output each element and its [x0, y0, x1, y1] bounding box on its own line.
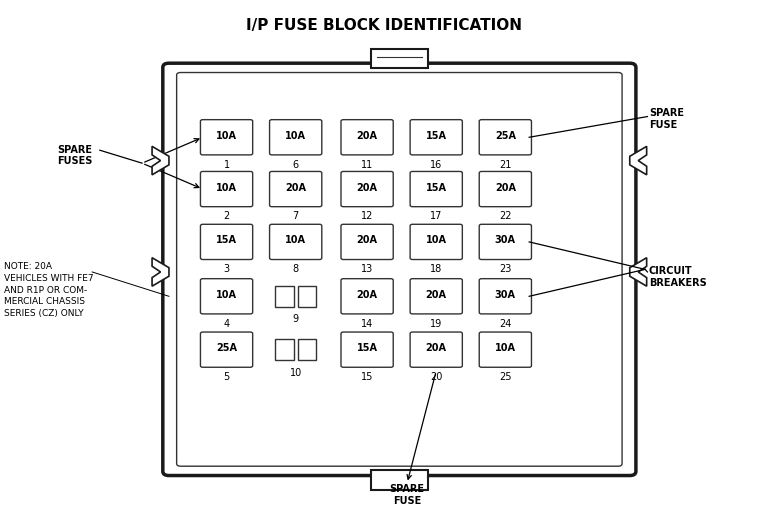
Text: 10A: 10A [285, 235, 306, 246]
Text: 10A: 10A [216, 131, 237, 141]
Text: 10: 10 [290, 368, 302, 378]
Text: 17: 17 [430, 211, 442, 221]
Text: 14: 14 [361, 319, 373, 328]
Text: 10A: 10A [216, 182, 237, 193]
Text: 25A: 25A [495, 131, 516, 141]
FancyBboxPatch shape [410, 224, 462, 260]
FancyBboxPatch shape [479, 171, 531, 207]
FancyBboxPatch shape [200, 279, 253, 314]
Bar [298, 339, 316, 360]
Text: 13: 13 [361, 264, 373, 274]
Text: 24: 24 [499, 319, 511, 328]
Bar [371, 49, 429, 68]
FancyBboxPatch shape [341, 279, 393, 314]
FancyBboxPatch shape [177, 73, 622, 466]
FancyBboxPatch shape [200, 332, 253, 367]
Text: 16: 16 [430, 160, 442, 169]
Text: 30A: 30A [495, 235, 516, 246]
Bar [275, 339, 293, 360]
FancyBboxPatch shape [270, 224, 322, 260]
Text: 15A: 15A [425, 182, 447, 193]
Text: 20A: 20A [495, 182, 516, 193]
Text: 15: 15 [361, 372, 373, 382]
Text: 8: 8 [293, 264, 299, 274]
FancyBboxPatch shape [163, 63, 636, 476]
Text: 20A: 20A [425, 343, 447, 353]
Text: 7: 7 [293, 211, 299, 221]
FancyBboxPatch shape [410, 171, 462, 207]
Text: 20A: 20A [356, 235, 378, 246]
Bar [298, 286, 316, 307]
Text: SPARE
FUSE: SPARE FUSE [389, 484, 425, 506]
Polygon shape [630, 258, 647, 286]
Text: 20A: 20A [356, 290, 378, 300]
FancyBboxPatch shape [200, 224, 253, 260]
Text: SPARE
FUSE: SPARE FUSE [649, 108, 684, 130]
Text: 6: 6 [293, 160, 299, 169]
Text: NOTE: 20A
VEHICLES WITH FE7
AND R1P OR COM-
MERCIAL CHASSIS
SERIES (CZ) ONLY: NOTE: 20A VEHICLES WITH FE7 AND R1P OR C… [4, 262, 94, 318]
Text: 11: 11 [361, 160, 373, 169]
Text: 22: 22 [499, 211, 511, 221]
Text: 9: 9 [293, 314, 299, 324]
Text: 15A: 15A [425, 131, 447, 141]
FancyBboxPatch shape [341, 171, 393, 207]
FancyBboxPatch shape [410, 332, 462, 367]
Text: 4: 4 [223, 319, 230, 328]
FancyBboxPatch shape [341, 332, 393, 367]
Text: 20: 20 [430, 372, 442, 382]
Text: 5: 5 [223, 372, 230, 382]
FancyBboxPatch shape [270, 171, 322, 207]
FancyBboxPatch shape [200, 171, 253, 207]
Text: 21: 21 [499, 160, 511, 169]
Text: 15A: 15A [216, 235, 237, 246]
Text: 30A: 30A [495, 290, 516, 300]
FancyBboxPatch shape [410, 279, 462, 314]
Text: SPARE
FUSES: SPARE FUSES [58, 145, 93, 166]
Text: 20A: 20A [425, 290, 447, 300]
Text: 19: 19 [430, 319, 442, 328]
Text: 10A: 10A [495, 343, 516, 353]
Text: 25A: 25A [216, 343, 237, 353]
FancyBboxPatch shape [479, 224, 531, 260]
FancyBboxPatch shape [341, 224, 393, 260]
Polygon shape [152, 147, 169, 175]
Text: 20A: 20A [356, 131, 378, 141]
Text: 20A: 20A [285, 182, 306, 193]
FancyBboxPatch shape [479, 120, 531, 155]
Bar [371, 470, 429, 490]
Text: 23: 23 [499, 264, 511, 274]
Text: 10A: 10A [285, 131, 306, 141]
Text: CIRCUIT
BREAKERS: CIRCUIT BREAKERS [649, 266, 707, 288]
Text: 18: 18 [430, 264, 442, 274]
Text: 25: 25 [499, 372, 511, 382]
FancyBboxPatch shape [410, 120, 462, 155]
Text: 10A: 10A [216, 290, 237, 300]
Text: 12: 12 [361, 211, 373, 221]
Text: 20A: 20A [356, 182, 378, 193]
FancyBboxPatch shape [341, 120, 393, 155]
FancyBboxPatch shape [200, 120, 253, 155]
FancyBboxPatch shape [479, 332, 531, 367]
Text: 10A: 10A [425, 235, 447, 246]
Polygon shape [152, 258, 169, 286]
FancyBboxPatch shape [479, 279, 531, 314]
Polygon shape [630, 147, 647, 175]
Text: I/P FUSE BLOCK IDENTIFICATION: I/P FUSE BLOCK IDENTIFICATION [246, 18, 522, 33]
Text: 15A: 15A [356, 343, 378, 353]
Text: 2: 2 [223, 211, 230, 221]
Text: 1: 1 [223, 160, 230, 169]
Bar [275, 286, 293, 307]
Text: 3: 3 [223, 264, 230, 274]
FancyBboxPatch shape [270, 120, 322, 155]
